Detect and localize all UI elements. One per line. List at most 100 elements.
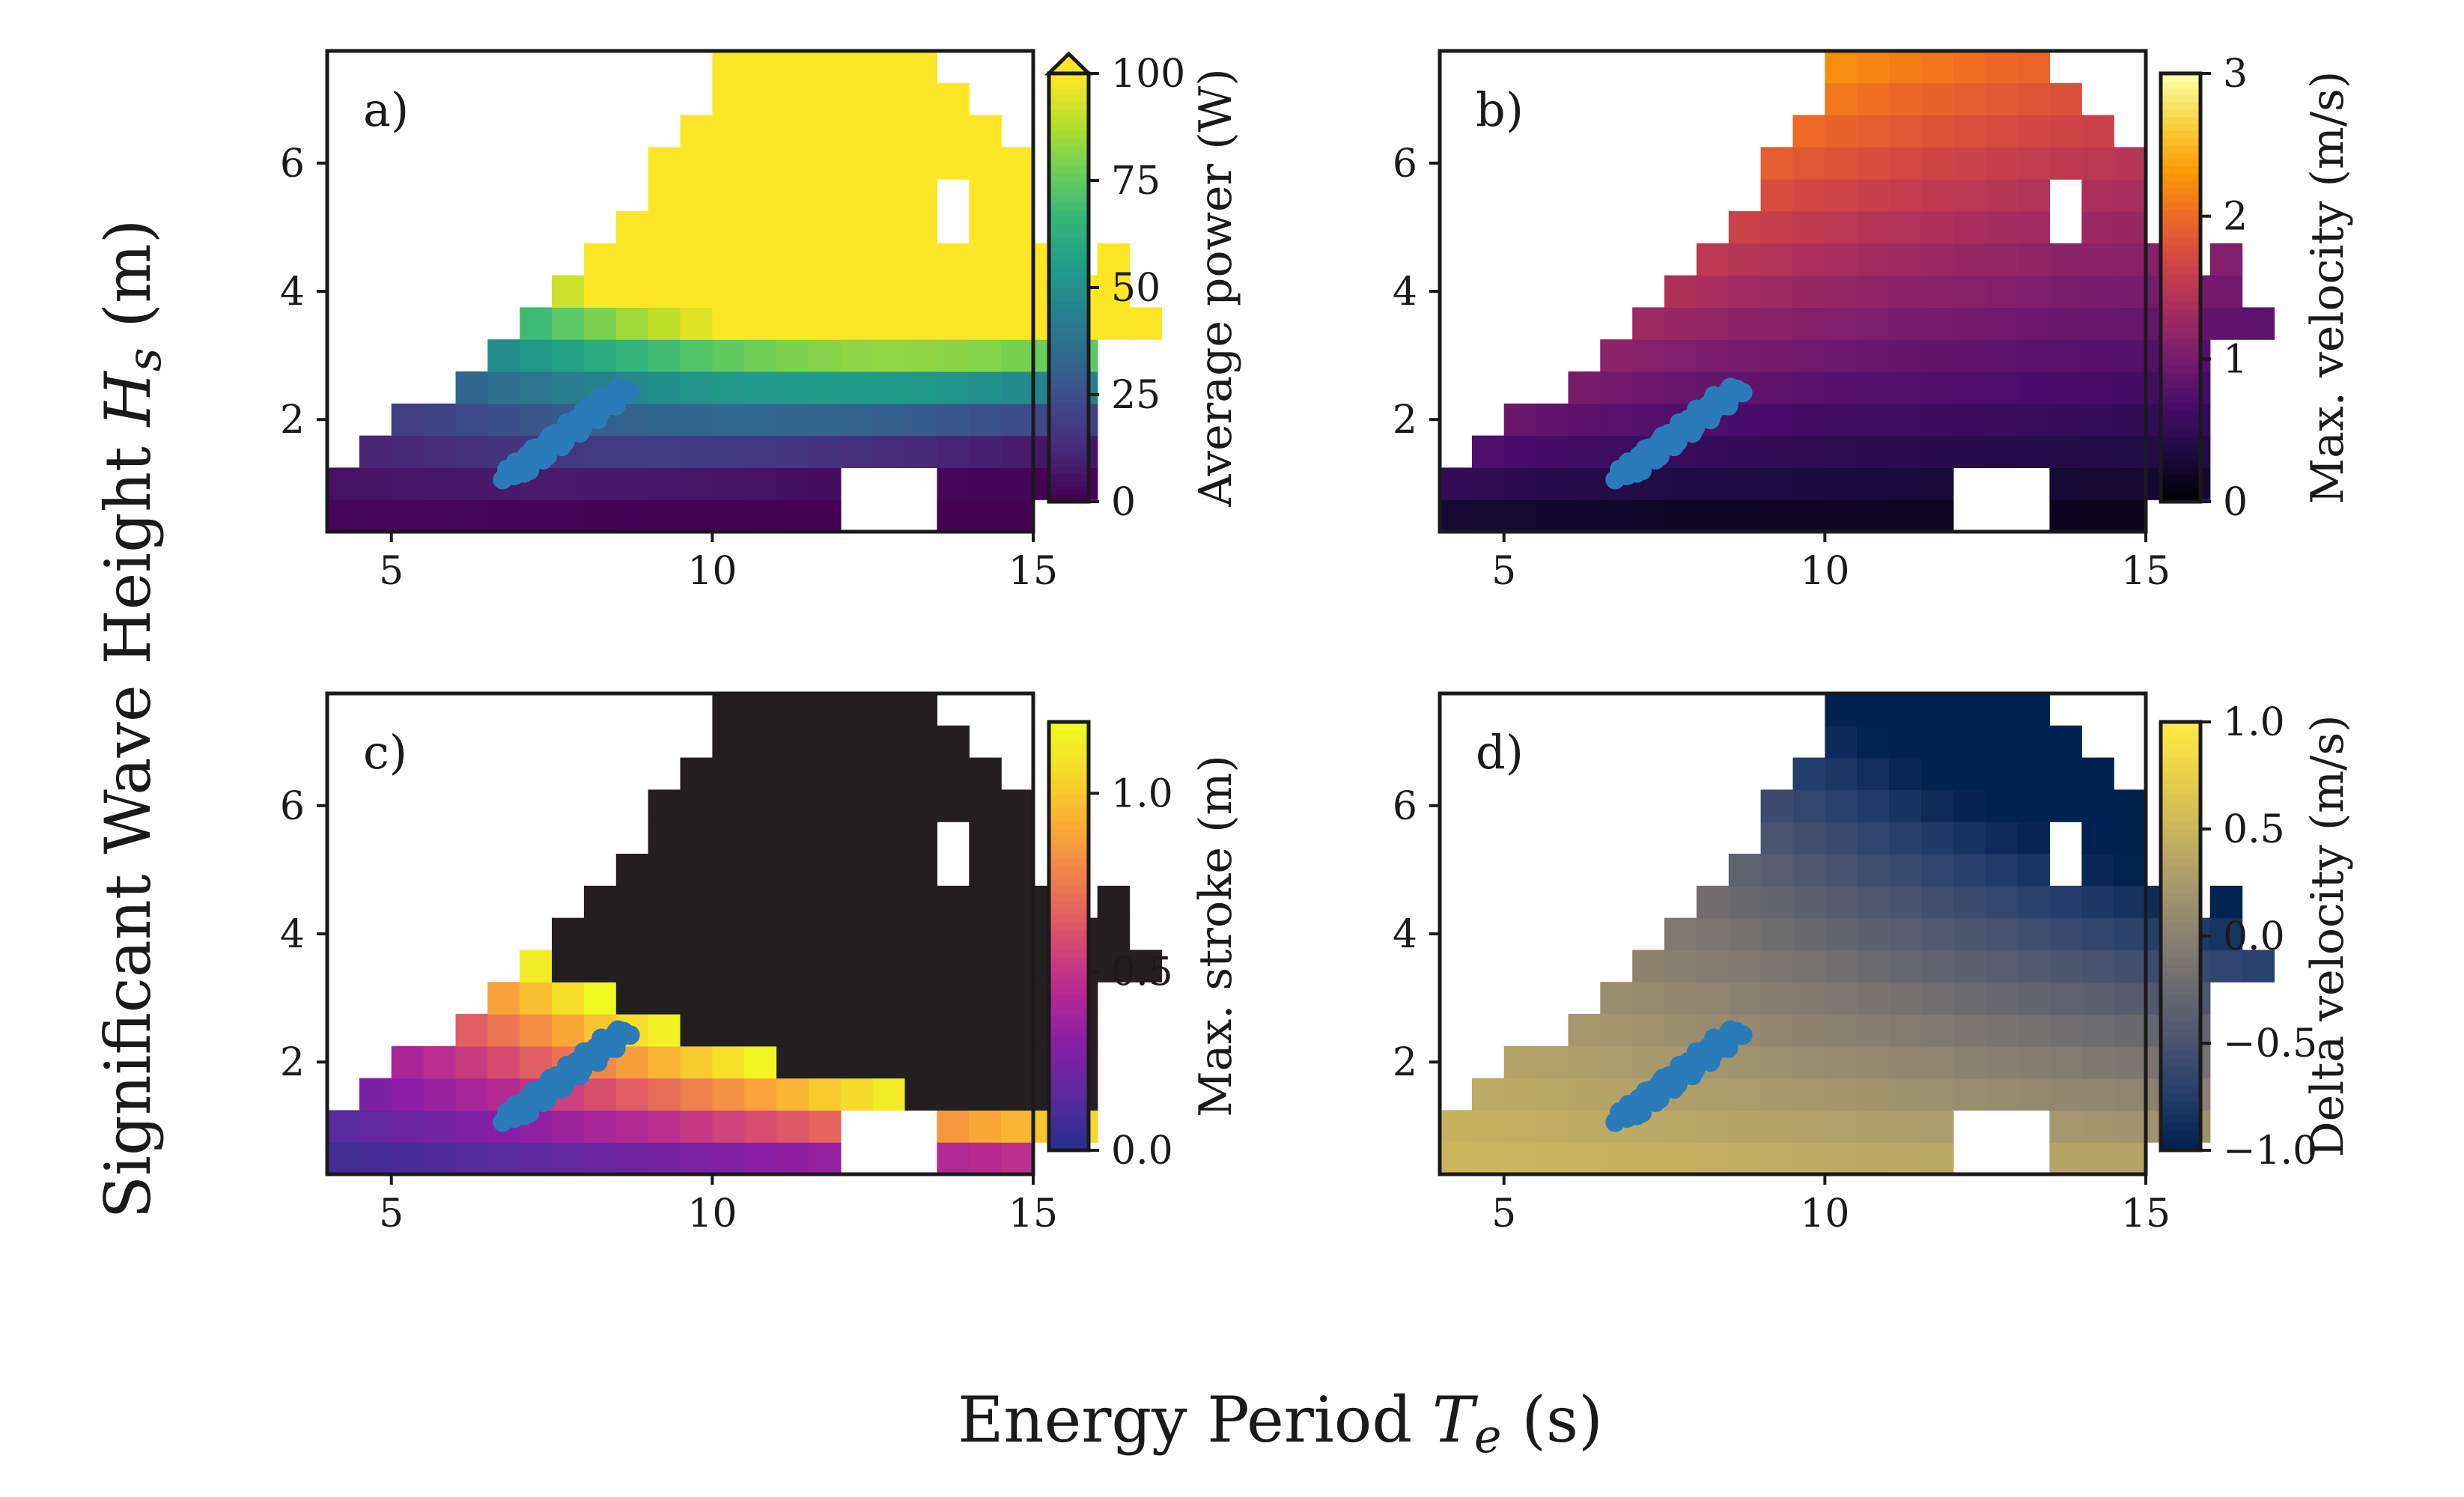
heatmap-cell	[648, 435, 681, 468]
heatmap-cell	[1953, 757, 1986, 790]
heatmap-cell	[744, 467, 777, 500]
colorbar-swatch	[1049, 864, 1089, 872]
colorbar-swatch	[1049, 102, 1089, 110]
colorbar-tick-label: 50	[1111, 266, 1160, 311]
heatmap-cell	[1985, 147, 2019, 180]
heatmap-cell	[712, 757, 745, 790]
heatmap-cell	[1825, 147, 1858, 180]
heatmap-cell	[1921, 403, 1954, 437]
heatmap-cell	[1953, 693, 1986, 726]
heatmap-cell	[744, 211, 777, 244]
heatmap-cell	[969, 403, 1002, 437]
x-tick-label: 5	[1491, 549, 1516, 594]
heatmap-cell	[1568, 1142, 1601, 1175]
heatmap-cell	[969, 371, 1002, 404]
heatmap-cell	[1889, 982, 1922, 1015]
heatmap-cell	[1921, 243, 1954, 276]
heatmap-cell	[872, 950, 906, 983]
colorbar-swatch	[2161, 309, 2200, 317]
heatmap-cell	[648, 371, 681, 404]
heatmap-cell	[1760, 917, 1794, 950]
heatmap-cell	[1600, 499, 1633, 532]
colorbar-swatch	[1049, 365, 1089, 374]
heatmap-cell	[937, 499, 970, 532]
heatmap-cell	[1001, 499, 1034, 532]
colorbar-swatch	[1049, 743, 1089, 751]
heatmap-cell	[1953, 275, 1986, 308]
observation-point	[620, 1025, 640, 1045]
observation-point	[620, 383, 640, 403]
heatmap-cell	[1728, 435, 1762, 468]
heatmap-cell	[1857, 1110, 1890, 1143]
colorbar-swatch	[2161, 936, 2200, 944]
heatmap-cell	[2081, 179, 2114, 212]
heatmap-cell	[1825, 950, 1858, 983]
heatmap-cell	[1568, 1014, 1601, 1047]
heatmap-cell	[1760, 789, 1794, 822]
heatmap-cell	[1953, 725, 1986, 759]
heatmap-cell	[744, 885, 777, 919]
colorbar-swatch	[1049, 1007, 1089, 1015]
heatmap-cell	[680, 403, 713, 437]
heatmap-cell	[2049, 467, 2082, 500]
colorbar-tick-label: 75	[1111, 159, 1160, 204]
heatmap-cell	[2242, 950, 2275, 983]
heatmap-cell	[969, 467, 1002, 500]
heatmap-cell	[840, 885, 874, 919]
heatmap-cell	[1857, 115, 1890, 148]
heatmap-cell	[1857, 82, 1890, 116]
heatmap-cell	[904, 1014, 937, 1047]
heatmap-cell	[937, 1078, 970, 1111]
heatmap-cell	[1857, 403, 1890, 437]
heatmap-cell	[1792, 499, 1825, 532]
colorbar-swatch	[2161, 900, 2200, 908]
heatmap-cell	[1889, 339, 1922, 372]
heatmap-cell	[712, 243, 745, 276]
heatmap-cell	[1632, 339, 1665, 372]
heatmap-cell	[840, 51, 874, 84]
heatmap-cell	[1568, 467, 1601, 500]
heatmap-cell	[583, 885, 617, 919]
colorbar-swatch	[2161, 1057, 2200, 1066]
colorbar-swatch	[2161, 116, 2200, 124]
heatmap-cell	[776, 1142, 809, 1175]
heatmap-cell	[937, 1110, 970, 1143]
colorbar-swatch	[1049, 1143, 1089, 1151]
colorbar-swatch	[2161, 130, 2200, 139]
heatmap-cell	[1857, 499, 1890, 532]
heatmap-cell	[1825, 339, 1858, 372]
heatmap-cell	[2209, 307, 2243, 340]
heatmap-cell	[680, 1014, 713, 1047]
colorbar-swatch	[1049, 116, 1089, 124]
heatmap-cell	[712, 115, 745, 148]
heatmap-cell	[744, 950, 777, 983]
heatmap-cells	[1440, 51, 2275, 532]
heatmap-cell	[1921, 885, 1954, 919]
heatmap-cell	[1921, 371, 1954, 404]
heatmap-cell	[1503, 467, 1537, 500]
heatmap-cell	[1921, 854, 1954, 887]
heatmap-cell	[776, 1078, 809, 1111]
heatmap-cell	[904, 982, 937, 1015]
heatmap-cell	[2081, 885, 2114, 919]
colorbar-swatch	[1049, 771, 1089, 780]
heatmap-cell	[809, 757, 842, 790]
y-tick-label: 4	[280, 912, 305, 957]
colorbar-swatch	[2161, 1072, 2200, 1080]
colorbar-swatch	[1049, 145, 1089, 153]
heatmap-cell	[2209, 885, 2243, 919]
heatmap-cell	[648, 950, 681, 983]
heatmap-cell	[2114, 1045, 2147, 1079]
heatmap-cell	[1825, 211, 1858, 244]
heatmap-cell	[809, 1045, 842, 1079]
colorbar-swatch	[1049, 273, 1089, 282]
colorbar-tick-label: 1.0	[1111, 771, 1173, 816]
heatmap-cell	[1664, 371, 1697, 404]
heatmap-cell	[1953, 917, 1986, 950]
colorbar-swatch	[2161, 180, 2200, 189]
x-tick-label: 15	[2121, 549, 2171, 594]
heatmap-cell	[1001, 179, 1034, 212]
heatmap-cell	[1857, 854, 1890, 887]
heatmap-cell	[2081, 1078, 2114, 1111]
colorbar-swatch	[1049, 1050, 1089, 1058]
